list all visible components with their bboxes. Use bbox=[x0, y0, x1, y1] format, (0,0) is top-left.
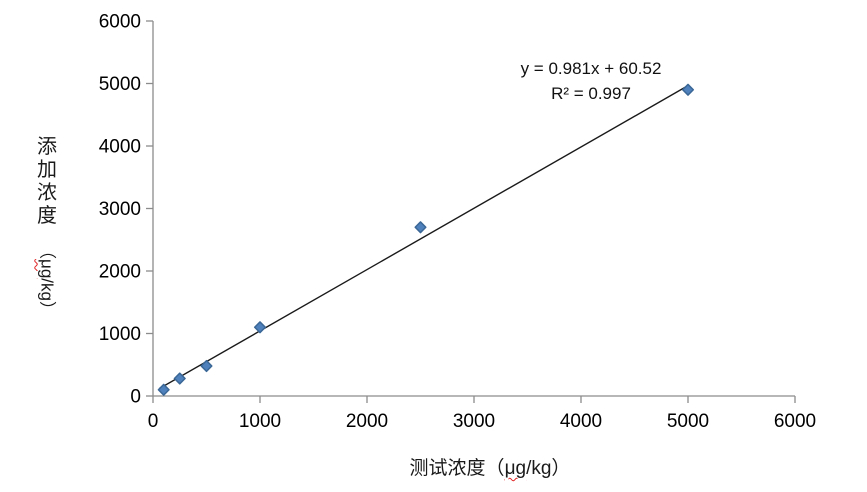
x-tick-label: 1000 bbox=[239, 411, 281, 432]
x-title-prefix: 测试浓度（ bbox=[409, 458, 505, 479]
y-axis-title-char: 添 bbox=[37, 136, 57, 158]
equation-line: y = 0.981x + 60.52 bbox=[520, 59, 662, 78]
y-tick-label: 6000 bbox=[99, 12, 141, 33]
x-tick-label: 2000 bbox=[346, 411, 388, 432]
r-squared-line: R² = 0.997 bbox=[551, 84, 631, 103]
y-axis-title-char: 加 bbox=[37, 159, 57, 181]
x-tick-label: 3000 bbox=[453, 411, 495, 432]
y-axis-title-char: 浓 bbox=[37, 182, 57, 204]
y-tick-label: 0 bbox=[130, 387, 141, 408]
y-tick-label: 1000 bbox=[99, 324, 141, 345]
y-axis-unit-text: （μg/kg） bbox=[36, 242, 59, 318]
x-title-suffix: /kg） bbox=[526, 458, 571, 479]
x-tick-label: 4000 bbox=[560, 411, 602, 432]
trendline bbox=[159, 84, 690, 390]
y-tick-label: 3000 bbox=[99, 199, 141, 220]
data-point bbox=[414, 221, 427, 234]
x-axis-title: 测试浓度（μg/kg） bbox=[240, 453, 740, 480]
data-point bbox=[253, 321, 267, 334]
data-point bbox=[157, 383, 170, 396]
y-axis-unit: （μg/kg） bbox=[34, 233, 60, 327]
y-axis-title: 添加浓度 （μg/kg） bbox=[28, 136, 66, 327]
y-tick-label: 4000 bbox=[99, 137, 141, 158]
y-tick-label: 5000 bbox=[99, 74, 141, 95]
y-tick-label: 2000 bbox=[99, 262, 141, 283]
x-title-spellchecked: μg bbox=[504, 458, 527, 479]
x-tick-label: 6000 bbox=[774, 411, 816, 432]
y-axis-title-char: 度 bbox=[37, 205, 57, 227]
x-tick-label: 5000 bbox=[667, 411, 709, 432]
data-point bbox=[173, 372, 186, 385]
data-point bbox=[200, 359, 213, 373]
y-unit-prefix: （ bbox=[37, 242, 57, 260]
y-axis-title-cjk: 添加浓度 bbox=[37, 136, 57, 228]
x-tick-label: 0 bbox=[148, 411, 159, 432]
data-point bbox=[681, 83, 695, 96]
trendline-equation: y = 0.981x + 60.52 R² = 0.997 bbox=[486, 56, 696, 106]
y-unit-suffix: /kg） bbox=[37, 278, 57, 318]
y-unit-spellchecked: μg bbox=[37, 259, 57, 279]
